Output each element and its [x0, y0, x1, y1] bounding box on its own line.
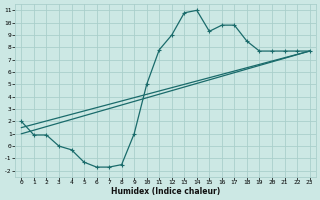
X-axis label: Humidex (Indice chaleur): Humidex (Indice chaleur) [111, 187, 220, 196]
